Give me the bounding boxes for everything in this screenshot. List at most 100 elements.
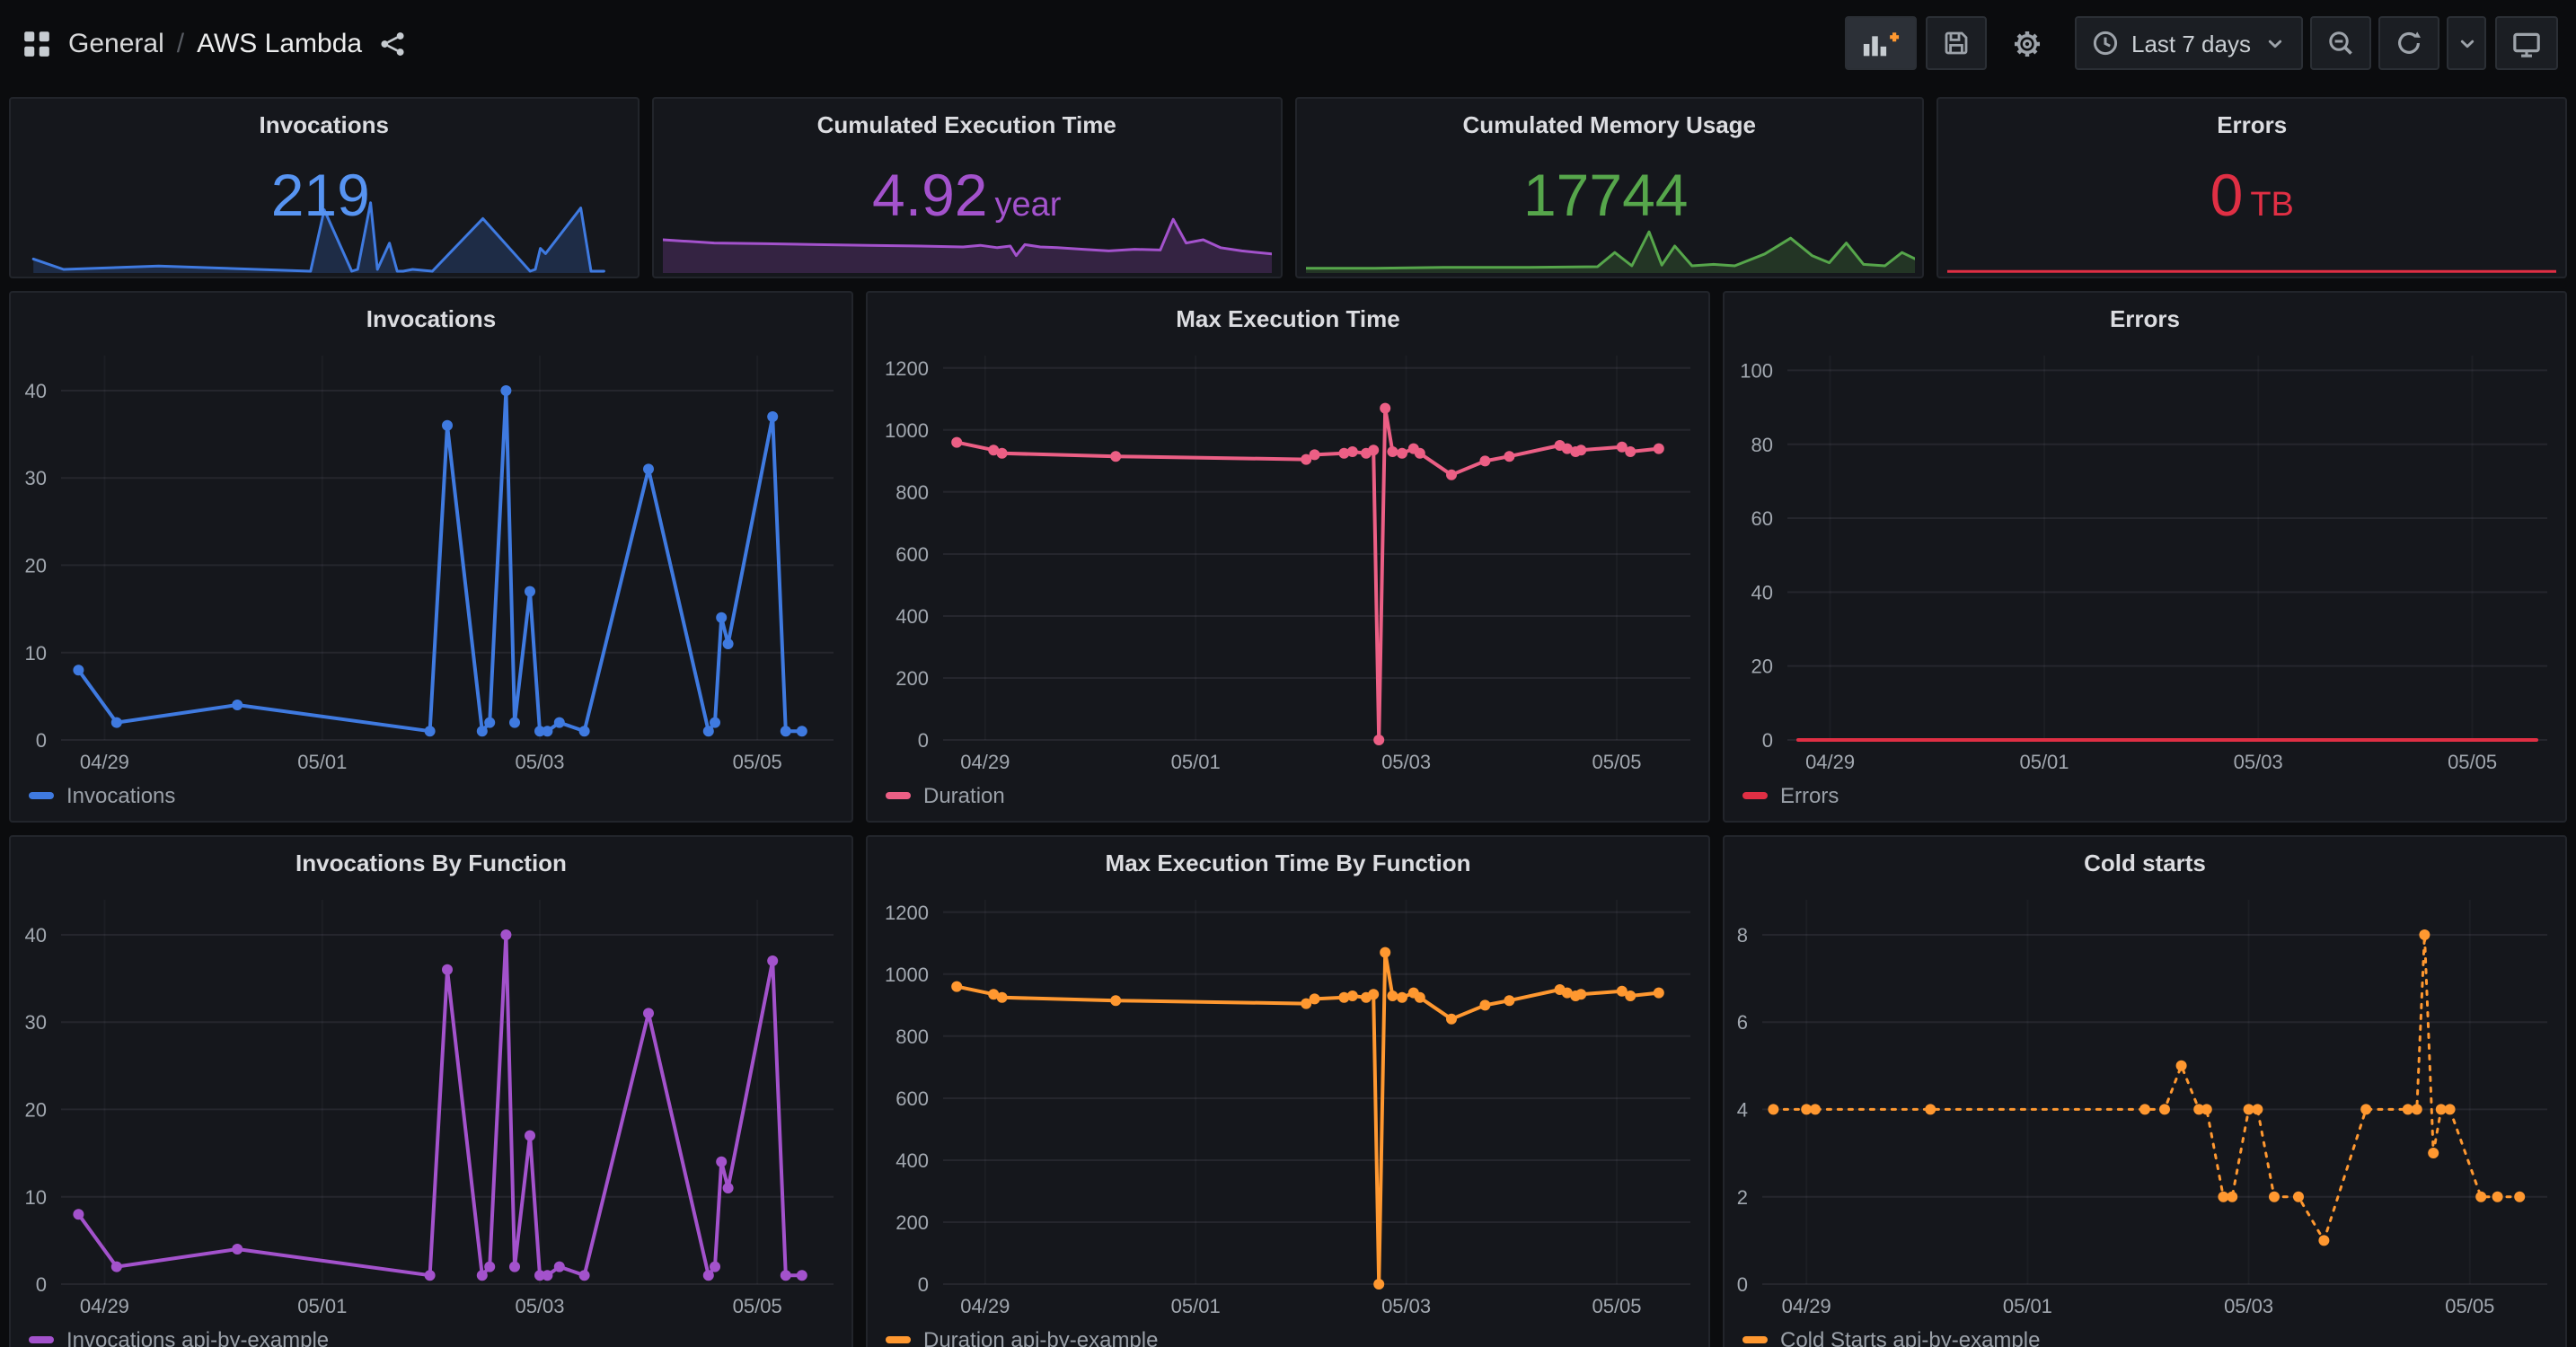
top-navbar: General / AWS Lambda [0,0,2576,86]
svg-text:4: 4 [1737,1098,1748,1121]
invocations-by-function-plot[interactable]: 0 10 20 30 40 04/29 05/01 05/03 05/05 [11,887,851,1322]
svg-text:05/03: 05/03 [515,751,564,773]
svg-text:600: 600 [895,1087,929,1110]
apps-grid-icon[interactable] [22,28,52,58]
svg-text:05/03: 05/03 [2234,751,2283,773]
svg-text:0: 0 [1737,1273,1748,1296]
svg-text:8: 8 [1737,924,1748,946]
legend-item[interactable]: Duration api-by-example [886,1327,1158,1347]
legend-item[interactable]: Errors [1742,783,1839,808]
refresh-icon [2395,29,2423,57]
svg-text:40: 40 [25,924,47,946]
legend-label: Errors [1780,783,1839,808]
panel-title[interactable]: Max Execution Time [1176,305,1400,332]
legend-item[interactable]: Duration [886,783,1005,808]
save-icon [1941,29,1970,57]
stat-value: 0 TB [2210,162,2294,228]
panel-title[interactable]: Invocations [259,111,390,138]
time-range-picker-button[interactable]: Last 7 days [2074,16,2303,70]
svg-text:04/29: 04/29 [1782,1295,1831,1317]
legend: Cold Starts api-by-example [1725,1322,2565,1347]
svg-text:30: 30 [25,1011,47,1034]
stat-panel-invocations: Invocations 219 [9,97,640,278]
kiosk-tv-button[interactable] [2495,16,2558,70]
panel-title[interactable]: Cumulated Execution Time [816,111,1116,138]
charts-row-2: Invocations By Function 0 10 20 30 40 04/29 05… [9,835,2567,1347]
save-dashboard-button[interactable] [1925,16,1986,70]
errors-plot[interactable]: 0 20 40 60 80 100 04/29 05/01 05/03 05/05 [1725,343,2565,778]
legend-label: Invocations [66,783,176,808]
panel-title[interactable]: Cold starts [2084,850,2206,876]
breadcrumb: General / AWS Lambda [68,28,362,58]
svg-text:05/05: 05/05 [1592,751,1641,773]
panel-invocations: Invocations 0 10 20 30 40 04/29 05/01 05/03 05/0… [9,291,853,823]
svg-text:05/05: 05/05 [733,751,782,773]
svg-text:1000: 1000 [885,964,929,986]
svg-text:05/03: 05/03 [1381,751,1431,773]
invocations-plot[interactable]: 0 10 20 30 40 04/29 05/01 05/03 05/05 [11,343,851,778]
sparkline [662,194,1272,273]
stat-value: 219 [270,162,370,228]
legend-label: Duration api-by-example [923,1327,1159,1347]
svg-text:05/01: 05/01 [2019,751,2069,773]
svg-text:20: 20 [25,554,47,577]
cold-starts-plot[interactable]: 0 2 4 6 8 04/29 05/01 05/03 05/05 [1725,887,2565,1322]
svg-text:10: 10 [25,642,47,665]
svg-text:60: 60 [1751,507,1773,530]
max-execution-time-plot[interactable]: 0 200 400 600 800 1000 1200 04/29 05/01 05/03 05/0… [868,343,1708,778]
svg-text:10: 10 [25,1186,47,1209]
stat-panel-cumulated-execution-time: Cumulated Execution Time 4.92 year [651,97,1282,278]
zoom-out-time-button[interactable] [2310,16,2371,70]
stats-row: Invocations 219 Cumulated Execution Time… [9,97,2567,278]
panel-errors: Errors 0 20 40 60 80 100 04/29 05/01 05/03 05/05 … [1723,291,2567,823]
svg-text:05/03: 05/03 [515,1295,564,1317]
stat-panel-errors: Errors 0 TB [1936,97,2567,278]
breadcrumb-page[interactable]: AWS Lambda [197,28,363,58]
stat-panel-cumulated-memory-usage: Cumulated Memory Usage 17744 [1294,97,1925,278]
max-execution-time-by-function-plot[interactable]: 0 200 400 600 800 1000 1200 04/29 05/01 05/03 05/0… [868,887,1708,1322]
svg-text:80: 80 [1751,434,1773,456]
legend-item[interactable]: Invocations [29,783,175,808]
svg-text:05/01: 05/01 [297,751,347,773]
svg-text:600: 600 [895,543,929,566]
legend-swatch [29,792,54,799]
panel-title[interactable]: Max Execution Time By Function [1105,850,1471,876]
panel-title[interactable]: Cumulated Memory Usage [1462,111,1756,138]
add-panel-button[interactable] [1844,16,1916,70]
svg-text:6: 6 [1737,1011,1748,1034]
share-icon[interactable] [378,30,405,57]
svg-text:05/05: 05/05 [1592,1295,1641,1317]
svg-text:0: 0 [36,729,47,752]
svg-text:2: 2 [1737,1186,1748,1209]
panel-cold-starts: Cold starts 0 2 4 6 8 04/29 05/01 05/03 05/05 Co… [1723,835,2567,1347]
charts-row-1: Invocations 0 10 20 30 40 04/29 05/01 05/03 05/0… [9,291,2567,823]
svg-text:05/01: 05/01 [1171,751,1221,773]
gear-icon [2011,28,2042,58]
svg-text:04/29: 04/29 [960,751,1010,773]
panel-title[interactable]: Invocations By Function [296,850,567,876]
panel-title[interactable]: Errors [2217,111,2288,138]
legend: Duration api-by-example [868,1322,1708,1347]
legend-item[interactable]: Cold Starts api-by-example [1742,1327,2040,1347]
svg-text:05/01: 05/01 [1171,1295,1221,1317]
breadcrumb-section[interactable]: General [68,28,164,58]
legend-label: Invocations api-by-example [66,1327,330,1347]
clock-icon [2090,29,2119,57]
refresh-dashboard-button[interactable] [2378,16,2439,70]
svg-text:200: 200 [895,1211,929,1234]
svg-text:1200: 1200 [885,902,929,924]
chevron-down-icon [2455,31,2478,55]
panel-title[interactable]: Errors [2109,305,2181,332]
add-panel-icon [1860,29,1900,57]
breadcrumb-separator: / [176,28,185,58]
time-range-label: Last 7 days [2131,30,2251,57]
dashboard-settings-button[interactable] [1995,16,2058,70]
refresh-interval-dropdown[interactable] [2447,16,2486,70]
legend: Invocations [11,778,851,821]
svg-text:05/03: 05/03 [2224,1295,2273,1317]
panel-title[interactable]: Invocations [366,305,497,332]
legend: Invocations api-by-example [11,1322,851,1347]
legend-item[interactable]: Invocations api-by-example [29,1327,329,1347]
svg-text:40: 40 [25,380,47,402]
